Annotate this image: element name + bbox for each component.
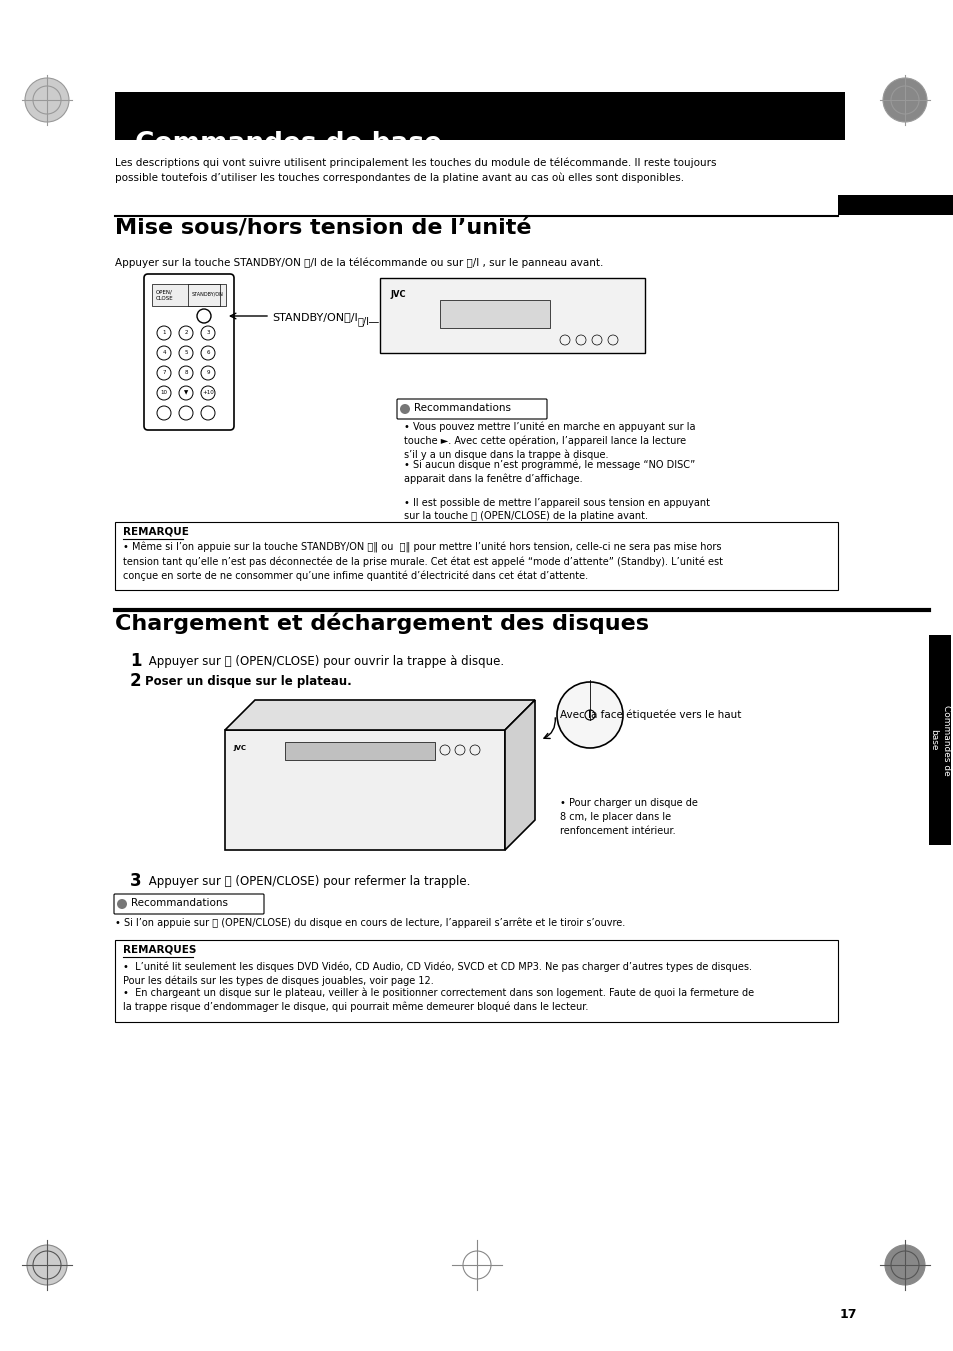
Text: Appuyer sur ⏫ (OPEN/CLOSE) pour refermer la trapple.: Appuyer sur ⏫ (OPEN/CLOSE) pour refermer…: [145, 875, 470, 888]
Text: • Si aucun disque n’est programmé, le message “NO DISC”
apparait dans la fenêtre: • Si aucun disque n’est programmé, le me…: [403, 459, 695, 485]
Circle shape: [882, 78, 926, 122]
Text: 2: 2: [184, 331, 188, 335]
FancyBboxPatch shape: [396, 399, 546, 419]
Circle shape: [117, 898, 127, 909]
Circle shape: [557, 682, 622, 748]
Bar: [152, 284, 226, 305]
Bar: [285, 742, 435, 761]
Text: OPEN/
CLOSE: OPEN/ CLOSE: [156, 290, 173, 301]
Text: Poser un disque sur le plateau.: Poser un disque sur le plateau.: [145, 676, 352, 688]
Text: Recommandations: Recommandations: [414, 403, 511, 413]
Text: Les descriptions qui vont suivre utilisent principalement les touches du module : Les descriptions qui vont suivre utilise…: [115, 158, 716, 184]
Bar: [115, 521, 837, 590]
Text: 9: 9: [206, 370, 210, 376]
Text: 10: 10: [160, 390, 168, 396]
Text: Recommandations: Recommandations: [131, 898, 228, 908]
Text: ▼: ▼: [184, 390, 188, 396]
Polygon shape: [504, 700, 535, 850]
Bar: [225, 730, 504, 850]
Text: Mise sous/hors tension de l’unité: Mise sous/hors tension de l’unité: [115, 219, 531, 239]
Bar: [928, 635, 950, 844]
Text: 8: 8: [184, 370, 188, 376]
Text: • Pour charger un disque de
8 cm, le placer dans le
renfoncement intérieur.: • Pour charger un disque de 8 cm, le pla…: [559, 798, 698, 836]
Text: Avec la face étiquetée vers le haut: Avec la face étiquetée vers le haut: [559, 711, 740, 720]
Text: JVC: JVC: [390, 290, 405, 299]
Text: JVC: JVC: [233, 744, 246, 751]
Text: STANDBY/ON: STANDBY/ON: [192, 290, 224, 296]
FancyBboxPatch shape: [144, 274, 233, 430]
Text: •  En chargeant un disque sur le plateau, veiller à le positionner correctement : • En chargeant un disque sur le plateau,…: [123, 988, 753, 1012]
Text: Appuyer sur ⏫ (OPEN/CLOSE) pour ouvrir la trappe à disque.: Appuyer sur ⏫ (OPEN/CLOSE) pour ouvrir l…: [145, 655, 503, 667]
Text: 1: 1: [162, 331, 166, 335]
Text: • Même si l’on appuie sur la touche STANDBY/ON ⏻‖ ou  ⏻‖ pour mettre l’unité hor: • Même si l’on appuie sur la touche STAN…: [123, 542, 722, 581]
Text: STANDBY/ON⏻/I: STANDBY/ON⏻/I: [272, 312, 357, 322]
Text: Appuyer sur la touche STANDBY/ON ⏻/I de la télécommande ou sur ⏻/I , sur le pann: Appuyer sur la touche STANDBY/ON ⏻/I de …: [115, 258, 602, 269]
FancyBboxPatch shape: [113, 894, 264, 915]
Bar: [115, 940, 837, 1021]
Text: Français: Français: [843, 218, 883, 228]
Bar: [115, 92, 844, 141]
Text: Chargement et déchargement des disques: Chargement et déchargement des disques: [115, 613, 648, 635]
Bar: [837, 195, 953, 215]
Text: Commandes de base: Commandes de base: [135, 131, 441, 157]
Text: 17: 17: [840, 1308, 857, 1321]
Text: Commandes de
base: Commandes de base: [928, 705, 950, 775]
Circle shape: [884, 1246, 924, 1285]
Text: REMARQUES: REMARQUES: [123, 944, 196, 955]
Text: ⏻/I―: ⏻/I―: [357, 316, 379, 326]
Bar: [439, 300, 550, 328]
Polygon shape: [225, 700, 535, 730]
Text: 4: 4: [162, 350, 166, 355]
Circle shape: [399, 404, 410, 413]
Circle shape: [27, 1246, 67, 1285]
Text: 3: 3: [130, 871, 141, 890]
Text: REMARQUE: REMARQUE: [123, 527, 189, 536]
Text: • Il est possible de mettre l’appareil sous tension en appuyant
sur la touche ⏫ : • Il est possible de mettre l’appareil s…: [403, 499, 709, 521]
Text: 7: 7: [162, 370, 166, 376]
Text: 1: 1: [130, 653, 141, 670]
Bar: [188, 284, 220, 305]
Text: 2: 2: [130, 671, 141, 690]
Text: 5: 5: [184, 350, 188, 355]
Text: 3: 3: [206, 331, 210, 335]
Text: 6: 6: [206, 350, 210, 355]
Text: • Si l’on appuie sur ⏫ (OPEN/CLOSE) du disque en cours de lecture, l’appareil s’: • Si l’on appuie sur ⏫ (OPEN/CLOSE) du d…: [115, 917, 624, 928]
Text: •  L’unité lit seulement les disques DVD Vidéo, CD Audio, CD Vidéo, SVCD et CD M: • L’unité lit seulement les disques DVD …: [123, 962, 751, 986]
Text: +10: +10: [202, 390, 213, 396]
FancyBboxPatch shape: [379, 278, 644, 353]
Text: • Vous pouvez mettre l’unité en marche en appuyant sur la
touche ►. Avec cette o: • Vous pouvez mettre l’unité en marche e…: [403, 422, 695, 461]
Circle shape: [25, 78, 69, 122]
